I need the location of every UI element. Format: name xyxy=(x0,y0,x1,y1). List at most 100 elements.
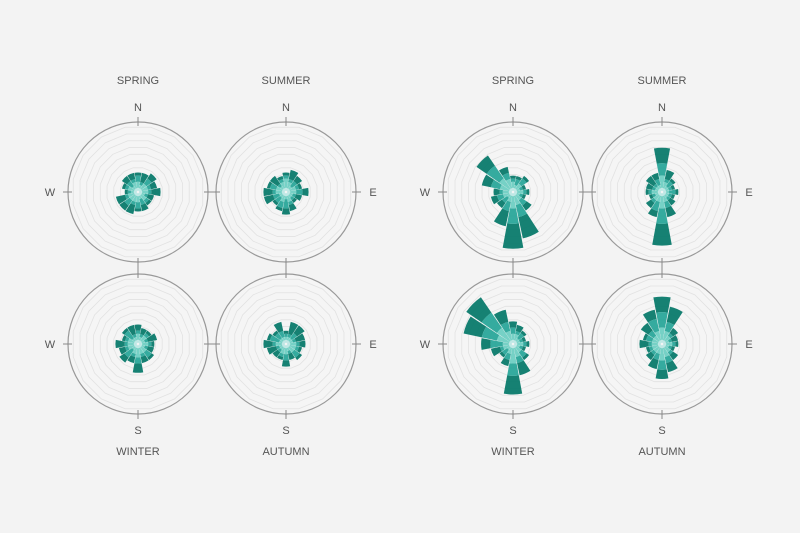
sector-bar-0-band-3 xyxy=(653,296,671,313)
sector-core-13 xyxy=(509,341,512,344)
sector-bar-9-band-1 xyxy=(132,195,138,202)
sector-core-2 xyxy=(662,188,666,192)
sector-bar-11-band-2 xyxy=(124,194,130,200)
sector-core-11 xyxy=(658,344,661,347)
sector-core-8 xyxy=(512,193,514,196)
sector-bar-13-band-1 xyxy=(276,186,283,192)
sector-core-1 xyxy=(662,188,665,191)
sector-bar-2-band-1 xyxy=(140,335,147,342)
sector-core-15 xyxy=(283,188,286,191)
rose-grid-ring xyxy=(106,160,170,224)
sector-bar-14-band-3 xyxy=(121,327,129,335)
sector-core-4 xyxy=(287,191,290,193)
sector-bar-8-band-2 xyxy=(283,354,289,361)
sector-bar-1-band-1 xyxy=(286,337,290,341)
sector-bar-3-band-3 xyxy=(149,181,158,190)
sector-bar-7-band-1 xyxy=(513,347,521,358)
sector-bar-9-band-2 xyxy=(130,352,136,358)
sector-bar-13-band-2 xyxy=(645,335,654,342)
sector-bar-0-band-2 xyxy=(510,327,516,334)
sector-bar-12-band-2 xyxy=(272,189,276,195)
sector-bar-5-band-1 xyxy=(141,344,145,348)
rose-grid-ring xyxy=(234,140,338,244)
sector-bar-1-band-2 xyxy=(139,182,144,187)
sector-bar-14-band-1 xyxy=(132,186,136,190)
compass-label-w: W xyxy=(420,187,431,199)
sector-core-0 xyxy=(137,340,139,343)
sector-bar-15-band-3 xyxy=(273,321,284,333)
rose-grid-ring xyxy=(79,285,197,403)
sector-core-13 xyxy=(658,341,661,344)
sector-core-8 xyxy=(285,345,287,348)
sector-core-5 xyxy=(287,344,290,347)
sector-bar-5-band-3 xyxy=(670,346,676,352)
sector-core-12 xyxy=(658,343,661,345)
sector-core-0 xyxy=(661,188,663,191)
sector-bar-9-band-3 xyxy=(127,355,136,364)
sector-core-14 xyxy=(658,340,662,344)
sector-bar-8-band-3 xyxy=(132,363,144,373)
sector-bar-8-band-1 xyxy=(136,195,140,203)
sector-bar-14-band-2 xyxy=(648,330,657,339)
sector-core-15 xyxy=(510,340,513,343)
sector-core-0 xyxy=(285,188,287,191)
sector-bar-15-band-2 xyxy=(648,318,660,333)
sector-bar-0-band-1 xyxy=(284,336,288,341)
sector-bar-11-band-3 xyxy=(648,194,654,200)
sector-core-6 xyxy=(138,192,142,196)
sector-core-13 xyxy=(282,341,285,344)
sector-core-9 xyxy=(659,193,662,196)
sector-bar-14-band-1 xyxy=(132,338,136,342)
sector-bar-13-band-3 xyxy=(266,181,273,189)
rose-grid-ring xyxy=(468,147,558,237)
sector-bar-0-band-1 xyxy=(659,175,665,189)
sector-bar-9-band-1 xyxy=(507,347,513,354)
sector-bar-8-band-1 xyxy=(659,347,665,361)
sector-bar-1-band-1 xyxy=(138,337,142,341)
sector-bar-3-band-2 xyxy=(518,186,523,191)
sector-bar-5-band-3 xyxy=(294,194,303,201)
sector-bar-10-band-2 xyxy=(275,196,282,203)
sector-core-11 xyxy=(134,192,137,195)
sector-bar-13-band-2 xyxy=(124,184,130,190)
wind-rose-spring xyxy=(63,117,213,267)
sector-bar-1-band-2 xyxy=(664,178,670,184)
sector-core-15 xyxy=(510,188,513,191)
compass-label-s: S xyxy=(134,425,141,437)
sector-bar-9-band-3 xyxy=(493,208,509,227)
sector-bar-4-band-1 xyxy=(665,342,673,346)
sector-bar-2-band-2 xyxy=(517,333,524,340)
sector-bar-3-band-2 xyxy=(294,184,300,190)
sector-bar-0-band-3 xyxy=(508,321,518,328)
sector-bar-4-band-1 xyxy=(516,342,524,346)
sector-bar-14-band-2 xyxy=(124,330,134,340)
rose-grid-ring xyxy=(93,299,183,389)
rose-grid-ring xyxy=(603,285,721,403)
sector-core-10 xyxy=(134,344,138,348)
sector-bar-2-band-3 xyxy=(522,175,530,183)
sector-bar-15-band-2 xyxy=(130,178,136,184)
rose-grid-ring xyxy=(86,292,190,396)
sector-bar-1-band-3 xyxy=(515,175,522,181)
sector-bar-8-band-3 xyxy=(502,223,524,249)
rose-outer-ring xyxy=(215,273,357,415)
rose-grid-ring xyxy=(617,147,707,237)
sector-bar-8-band-3 xyxy=(134,208,142,212)
sector-bar-6-band-3 xyxy=(145,199,152,206)
sector-bar-5-band-1 xyxy=(665,192,669,196)
sector-core-2 xyxy=(138,340,142,344)
sector-bar-4-band-2 xyxy=(523,189,527,195)
sector-bar-7-band-3 xyxy=(518,213,539,239)
sector-bar-6-band-2 xyxy=(518,197,527,206)
sector-bar-9-band-1 xyxy=(280,347,286,354)
sector-bar-15-band-1 xyxy=(654,330,662,341)
sector-core-12 xyxy=(658,191,661,193)
sector-bar-0-band-3 xyxy=(283,330,289,334)
sector-bar-6-band-1 xyxy=(288,194,292,198)
sector-bar-14-band-3 xyxy=(476,155,495,174)
sector-bar-6-band-1 xyxy=(515,194,522,201)
sector-core-1 xyxy=(513,188,516,191)
sector-bar-3-band-1 xyxy=(516,188,520,192)
season-title: WINTER xyxy=(491,446,534,458)
rose-grid-ring xyxy=(113,319,163,369)
